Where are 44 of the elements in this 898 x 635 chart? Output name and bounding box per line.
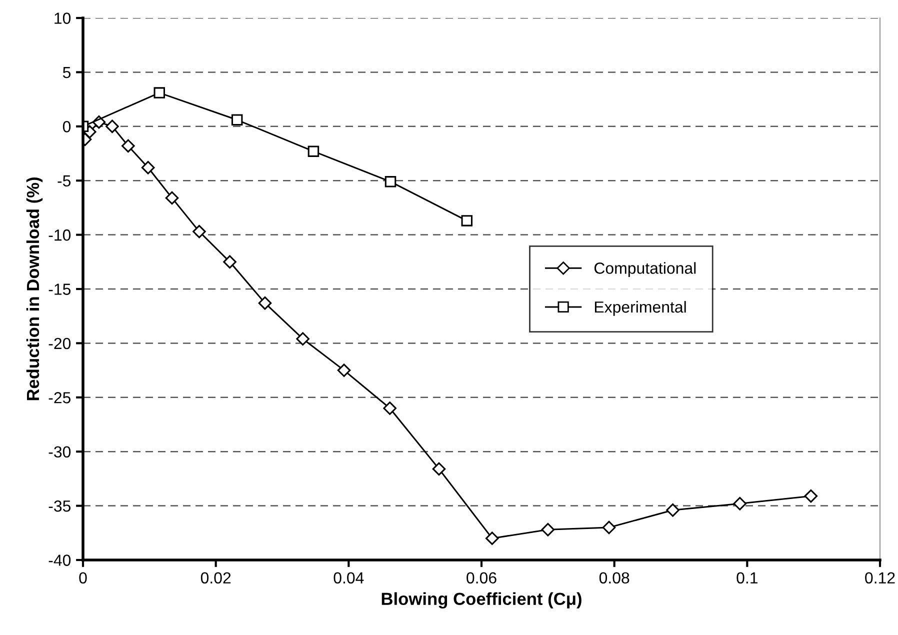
y-tick-label: -40 — [48, 554, 71, 566]
point — [223, 255, 236, 269]
point — [231, 114, 243, 126]
point — [154, 87, 166, 98]
point — [122, 139, 135, 153]
y-tick-label: 0 — [62, 121, 71, 132]
x-tick-label: 0.1 — [736, 572, 758, 584]
point — [666, 503, 680, 517]
point — [106, 120, 119, 134]
y-tick-label: 5 — [62, 67, 71, 78]
point — [804, 489, 818, 503]
point — [308, 146, 320, 157]
point — [165, 191, 179, 205]
x-tick-label: 0.02 — [200, 572, 231, 584]
point — [733, 496, 747, 510]
point — [258, 296, 272, 310]
y-tick-label: -5 — [58, 175, 71, 187]
point — [602, 520, 616, 534]
y-axis-title: Reduction in Download (%) — [26, 178, 43, 400]
point — [337, 364, 351, 377]
x-tick-label: 0.12 — [865, 572, 895, 584]
y-tick-label: -20 — [48, 338, 71, 350]
point — [432, 462, 446, 476]
point — [192, 224, 206, 238]
point — [461, 215, 473, 226]
y-tick-label: 10 — [54, 12, 71, 24]
y-tick-label: -10 — [48, 229, 71, 241]
x-axis-title: Blowing Coefficient (Cμ) — [382, 592, 582, 609]
point — [383, 402, 396, 415]
y-tick-label: -15 — [48, 284, 71, 295]
legend-label: Computational — [594, 262, 696, 278]
y-tick-label: -30 — [48, 446, 71, 458]
x-tick-label: 0 — [79, 572, 87, 584]
y-tick-label: -35 — [48, 500, 71, 512]
point — [141, 160, 155, 174]
point — [296, 332, 310, 346]
legend-label: Experimental — [594, 300, 686, 316]
x-tick-label: 0.08 — [599, 572, 630, 584]
point — [384, 176, 396, 188]
x-tick-label: 0.06 — [466, 572, 496, 584]
point — [485, 532, 499, 545]
x-tick-label: 0.04 — [334, 572, 364, 584]
y-tick-label: -25 — [48, 392, 71, 404]
point — [541, 522, 555, 536]
